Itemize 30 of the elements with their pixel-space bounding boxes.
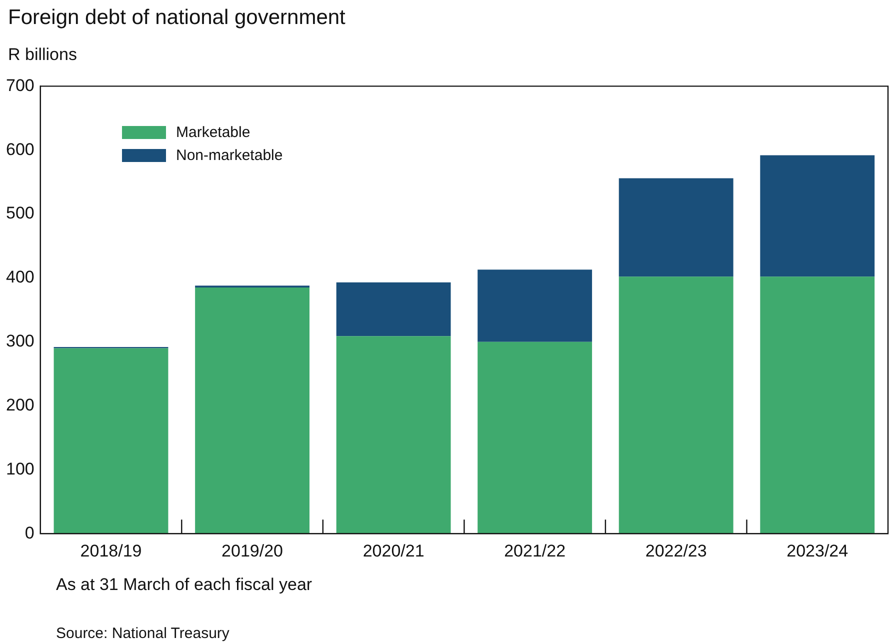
y-tick-label: 0 bbox=[24, 523, 34, 542]
legend-label: Non-marketable bbox=[176, 147, 283, 164]
bar bbox=[54, 348, 168, 534]
y-tick-label: 300 bbox=[6, 332, 34, 351]
x-tick-label: 2019/20 bbox=[222, 541, 283, 560]
y-tick-label: 200 bbox=[6, 395, 34, 414]
x-tick-label: 2020/21 bbox=[362, 541, 424, 560]
bar bbox=[478, 270, 592, 342]
y-tick-label: 400 bbox=[6, 268, 34, 287]
y-tick-label: 100 bbox=[6, 459, 34, 478]
y-axis-title: R billions bbox=[8, 45, 77, 65]
bar bbox=[760, 155, 875, 277]
y-tick-label: 700 bbox=[6, 76, 34, 95]
bar bbox=[195, 288, 310, 534]
chart-title: Foreign debt of national government bbox=[8, 6, 346, 30]
bar bbox=[478, 342, 592, 534]
x-tick-label: 2023/24 bbox=[786, 541, 848, 560]
x-tick-label: 2018/19 bbox=[80, 541, 142, 560]
y-tick-label: 500 bbox=[6, 204, 34, 223]
legend-label: Marketable bbox=[176, 124, 250, 141]
y-tick-label: 600 bbox=[6, 140, 34, 159]
bar bbox=[618, 178, 734, 277]
x-tick-label: 2021/22 bbox=[504, 541, 566, 560]
bar bbox=[336, 282, 451, 336]
bar bbox=[336, 336, 451, 534]
source-note: Source: National Treasury bbox=[56, 625, 230, 642]
text: As at 31 March of each fiscal year bbox=[56, 575, 312, 595]
x-tick-label: 2022/23 bbox=[645, 541, 707, 560]
bar bbox=[618, 276, 734, 534]
bar bbox=[760, 276, 875, 534]
